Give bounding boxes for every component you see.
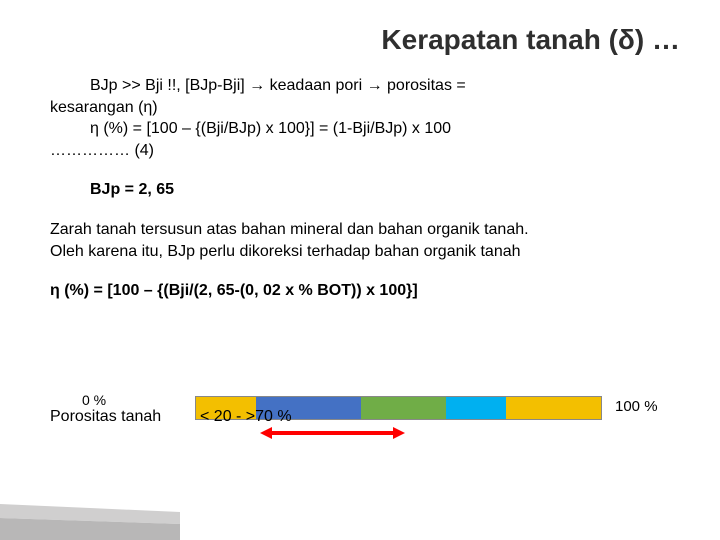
body-text: BJp >> Bji !!, [BJp-Bji] → keadaan pori … bbox=[50, 75, 680, 302]
line-3: η (%) = [100 – {(Bji/BJp) x 100}] = (1-B… bbox=[50, 118, 680, 140]
bar-segment bbox=[506, 397, 601, 419]
bar-segment bbox=[361, 397, 446, 419]
page-title: Kerapatan tanah (δ) … bbox=[0, 24, 680, 56]
hundred-percent-label: 100 % bbox=[615, 398, 658, 415]
line-5: BJp = 2, 65 bbox=[50, 179, 680, 201]
line-6: Zarah tanah tersusun atas bahan mineral … bbox=[50, 221, 529, 238]
line-7: Oleh karena itu, BJp perlu dikoreksi ter… bbox=[50, 243, 521, 260]
line-2: kesarangan (η) bbox=[50, 99, 158, 116]
line-1: BJp >> Bji !!, [BJp-Bji] → keadaan pori … bbox=[50, 75, 680, 97]
bar-segment bbox=[446, 397, 506, 419]
range-label: < 20 - >70 % bbox=[200, 408, 292, 426]
double-arrow-icon bbox=[260, 426, 405, 440]
porosity-label: Porositas tanah bbox=[50, 408, 161, 426]
line-8: η (%) = [100 – {(Bji/(2, 65-(0, 02 x % B… bbox=[50, 282, 418, 299]
corner-decoration bbox=[0, 504, 180, 540]
zero-percent-label: 0 % bbox=[82, 392, 106, 408]
line-4: …………… (4) bbox=[50, 142, 154, 159]
porosity-diagram: 0 % 100 % Porositas tanah < 20 - >70 % bbox=[50, 390, 670, 450]
